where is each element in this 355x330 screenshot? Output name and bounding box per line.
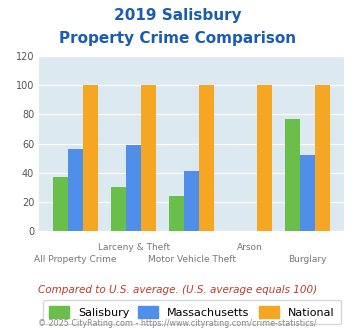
Bar	[199, 85, 214, 231]
Bar	[141, 85, 156, 231]
Bar	[68, 149, 83, 231]
Text: Motor Vehicle Theft: Motor Vehicle Theft	[148, 255, 236, 264]
Bar	[315, 85, 331, 231]
Text: Larceny & Theft: Larceny & Theft	[98, 243, 170, 252]
Text: Arson: Arson	[237, 243, 263, 252]
Text: 2019 Salisbury: 2019 Salisbury	[114, 8, 241, 23]
Bar	[169, 196, 184, 231]
Bar	[300, 155, 315, 231]
Bar	[257, 85, 272, 231]
Legend: Salisbury, Massachusetts, National: Salisbury, Massachusetts, National	[43, 300, 341, 324]
Bar	[53, 177, 68, 231]
Bar	[111, 187, 126, 231]
Text: All Property Crime: All Property Crime	[34, 255, 117, 264]
Text: Compared to U.S. average. (U.S. average equals 100): Compared to U.S. average. (U.S. average …	[38, 285, 317, 295]
Text: Property Crime Comparison: Property Crime Comparison	[59, 31, 296, 46]
Bar	[126, 145, 141, 231]
Text: © 2025 CityRating.com - https://www.cityrating.com/crime-statistics/: © 2025 CityRating.com - https://www.city…	[38, 319, 317, 328]
Bar	[285, 119, 300, 231]
Bar	[83, 85, 98, 231]
Text: Burglary: Burglary	[289, 255, 327, 264]
Bar	[184, 171, 199, 231]
